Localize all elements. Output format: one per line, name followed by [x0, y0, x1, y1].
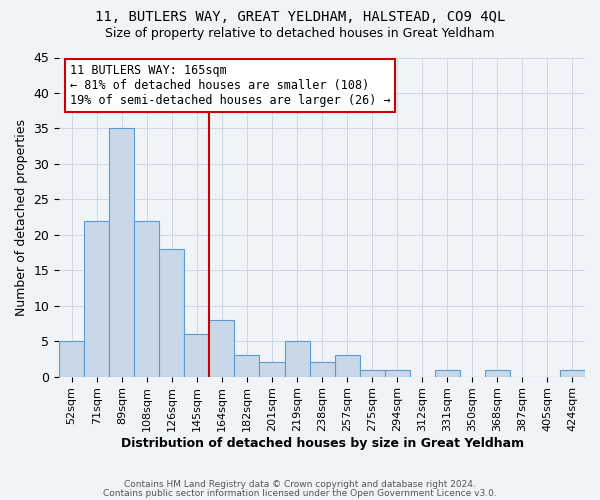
Bar: [209, 320, 235, 376]
Bar: [335, 356, 359, 376]
X-axis label: Distribution of detached houses by size in Great Yeldham: Distribution of detached houses by size …: [121, 437, 524, 450]
Text: Contains HM Land Registry data © Crown copyright and database right 2024.: Contains HM Land Registry data © Crown c…: [124, 480, 476, 489]
Bar: [184, 334, 209, 376]
Bar: [235, 356, 259, 376]
Text: 11 BUTLERS WAY: 165sqm
← 81% of detached houses are smaller (108)
19% of semi-de: 11 BUTLERS WAY: 165sqm ← 81% of detached…: [70, 64, 390, 107]
Bar: [485, 370, 510, 376]
Bar: [84, 220, 109, 376]
Bar: [109, 128, 134, 376]
Bar: [435, 370, 460, 376]
Bar: [560, 370, 585, 376]
Bar: [134, 220, 160, 376]
Text: 11, BUTLERS WAY, GREAT YELDHAM, HALSTEAD, CO9 4QL: 11, BUTLERS WAY, GREAT YELDHAM, HALSTEAD…: [95, 10, 505, 24]
Bar: [359, 370, 385, 376]
Text: Size of property relative to detached houses in Great Yeldham: Size of property relative to detached ho…: [105, 28, 495, 40]
Bar: [310, 362, 335, 376]
Y-axis label: Number of detached properties: Number of detached properties: [15, 118, 28, 316]
Bar: [385, 370, 410, 376]
Bar: [284, 341, 310, 376]
Bar: [160, 249, 184, 376]
Bar: [59, 341, 84, 376]
Text: Contains public sector information licensed under the Open Government Licence v3: Contains public sector information licen…: [103, 488, 497, 498]
Bar: [259, 362, 284, 376]
